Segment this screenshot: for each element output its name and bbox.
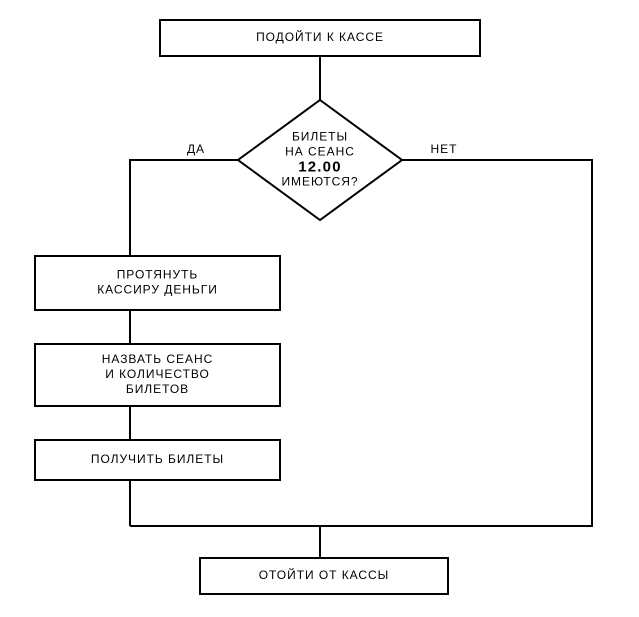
branch-label-yes: ДА — [187, 142, 205, 156]
edge-1 — [130, 160, 238, 256]
node-text: ПОЛУЧИТЬ БИЛЕТЫ — [91, 452, 224, 466]
node-text: НАЗВАТЬ СЕАНС — [102, 352, 213, 366]
node-text: БИЛЕТЫ — [292, 130, 348, 144]
node-text: ПРОТЯНУТЬ — [117, 268, 199, 282]
node-text: БИЛЕТОВ — [126, 382, 189, 396]
node-text: ОТОЙТИ ОТ КАССЫ — [259, 567, 389, 582]
branch-label-no: НЕТ — [431, 142, 458, 156]
node-text: НА СЕАНС — [285, 145, 355, 159]
node-text: ИМЕЮТСЯ? — [281, 175, 358, 189]
node-text: КАССИРУ ДЕНЬГИ — [97, 283, 218, 297]
node-text: 12.00 — [298, 158, 342, 175]
node-text: И КОЛИЧЕСТВО — [105, 367, 210, 381]
node-text: ПОДОЙТИ К КАССЕ — [256, 29, 384, 44]
